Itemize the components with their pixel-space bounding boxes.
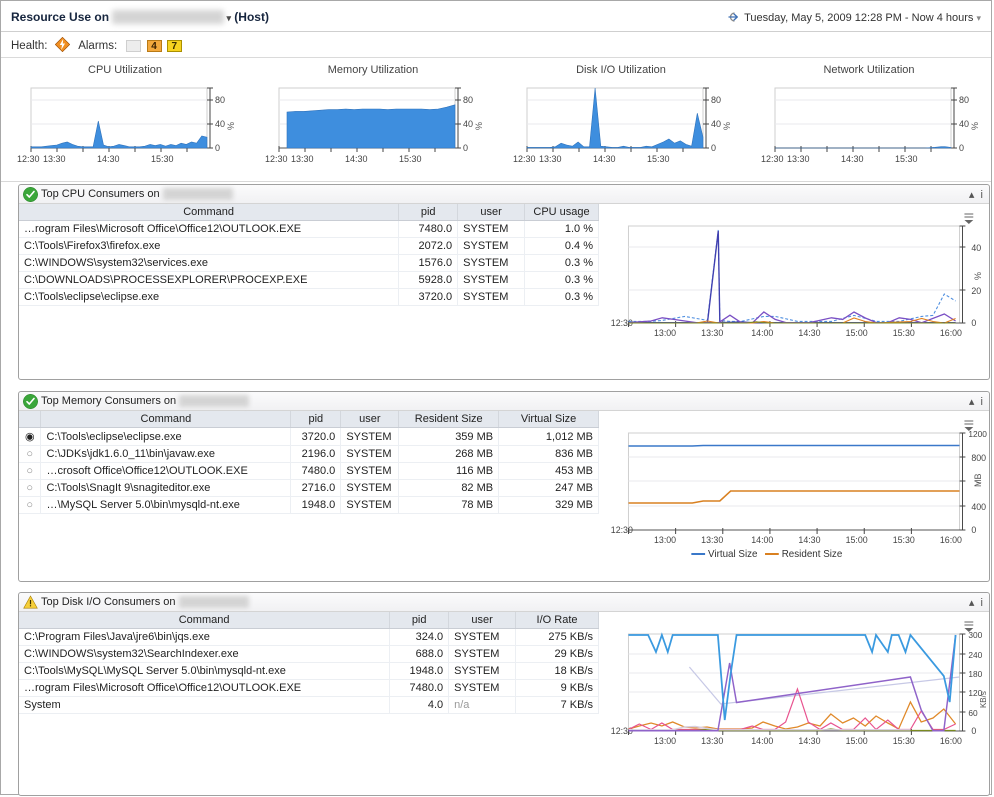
svg-text:14:30: 14:30 bbox=[345, 154, 368, 164]
svg-text:16:00: 16:00 bbox=[940, 736, 962, 746]
svg-text:14:30: 14:30 bbox=[798, 328, 820, 338]
svg-text:300: 300 bbox=[968, 630, 982, 640]
svg-text:14:00: 14:00 bbox=[751, 736, 773, 746]
svg-text:16:00: 16:00 bbox=[940, 328, 962, 338]
svg-text:14:00: 14:00 bbox=[751, 535, 773, 545]
svg-text:13:00: 13:00 bbox=[654, 328, 676, 338]
svg-text:0: 0 bbox=[959, 143, 964, 153]
svg-text:%: % bbox=[226, 122, 236, 130]
svg-text:15:00: 15:00 bbox=[846, 328, 868, 338]
svg-text:1200: 1200 bbox=[968, 429, 987, 439]
svg-text:0: 0 bbox=[971, 525, 976, 535]
svg-text:KB/s: KB/s bbox=[979, 691, 988, 708]
svg-text:0: 0 bbox=[971, 726, 976, 736]
svg-text:%: % bbox=[973, 272, 983, 280]
svg-text:14:00: 14:00 bbox=[751, 328, 773, 338]
svg-text:14:30: 14:30 bbox=[593, 154, 616, 164]
svg-text:15:30: 15:30 bbox=[647, 154, 670, 164]
svg-text:12:30: 12:30 bbox=[265, 154, 288, 164]
svg-text:80: 80 bbox=[463, 95, 473, 105]
svg-text:15:30: 15:30 bbox=[399, 154, 422, 164]
svg-text:12:30: 12:30 bbox=[513, 154, 536, 164]
svg-text:0: 0 bbox=[215, 143, 220, 153]
svg-text:40: 40 bbox=[959, 119, 969, 129]
svg-text:Resident Size: Resident Size bbox=[782, 549, 843, 560]
svg-text:15:00: 15:00 bbox=[846, 535, 868, 545]
svg-text:40: 40 bbox=[463, 119, 473, 129]
svg-text:40: 40 bbox=[215, 119, 225, 129]
svg-text:80: 80 bbox=[711, 95, 721, 105]
svg-text:800: 800 bbox=[971, 453, 986, 463]
svg-text:0: 0 bbox=[463, 143, 468, 153]
svg-text:16:00: 16:00 bbox=[940, 535, 962, 545]
svg-text:40: 40 bbox=[971, 243, 981, 253]
svg-text:60: 60 bbox=[968, 708, 978, 718]
svg-text:13:30: 13:30 bbox=[539, 154, 562, 164]
svg-text:80: 80 bbox=[215, 95, 225, 105]
svg-text:14:30: 14:30 bbox=[841, 154, 864, 164]
svg-text:400: 400 bbox=[971, 502, 986, 512]
svg-text:12:30: 12:30 bbox=[761, 154, 784, 164]
svg-text:80: 80 bbox=[959, 95, 969, 105]
svg-text:12:30: 12:30 bbox=[17, 154, 40, 164]
svg-text:13:30: 13:30 bbox=[787, 154, 810, 164]
svg-text:13:30: 13:30 bbox=[43, 154, 66, 164]
svg-text:40: 40 bbox=[711, 119, 721, 129]
svg-text:13:00: 13:00 bbox=[654, 736, 676, 746]
svg-text:180: 180 bbox=[968, 669, 982, 679]
svg-text:15:30: 15:30 bbox=[895, 154, 918, 164]
svg-text:14:30: 14:30 bbox=[798, 535, 820, 545]
svg-text:240: 240 bbox=[968, 650, 982, 660]
svg-text:%: % bbox=[970, 122, 980, 130]
svg-text:13:30: 13:30 bbox=[291, 154, 314, 164]
svg-text:13:30: 13:30 bbox=[701, 328, 723, 338]
svg-text:MB: MB bbox=[973, 473, 983, 487]
svg-text:15:30: 15:30 bbox=[893, 535, 915, 545]
svg-text:12:30: 12:30 bbox=[611, 525, 633, 535]
svg-text:0: 0 bbox=[971, 318, 976, 328]
svg-text:14:30: 14:30 bbox=[798, 736, 820, 746]
svg-text:20: 20 bbox=[971, 286, 981, 296]
svg-text:13:30: 13:30 bbox=[701, 535, 723, 545]
svg-text:15:30: 15:30 bbox=[893, 736, 915, 746]
svg-text:15:30: 15:30 bbox=[151, 154, 174, 164]
svg-text:0: 0 bbox=[711, 143, 716, 153]
svg-text:%: % bbox=[722, 122, 732, 130]
svg-text:Virtual Size: Virtual Size bbox=[708, 549, 758, 560]
svg-text:14:30: 14:30 bbox=[97, 154, 120, 164]
svg-text:13:00: 13:00 bbox=[654, 535, 676, 545]
svg-text:%: % bbox=[474, 122, 484, 130]
svg-text:13:30: 13:30 bbox=[701, 736, 723, 746]
svg-text:15:00: 15:00 bbox=[846, 736, 868, 746]
svg-text:15:30: 15:30 bbox=[893, 328, 915, 338]
